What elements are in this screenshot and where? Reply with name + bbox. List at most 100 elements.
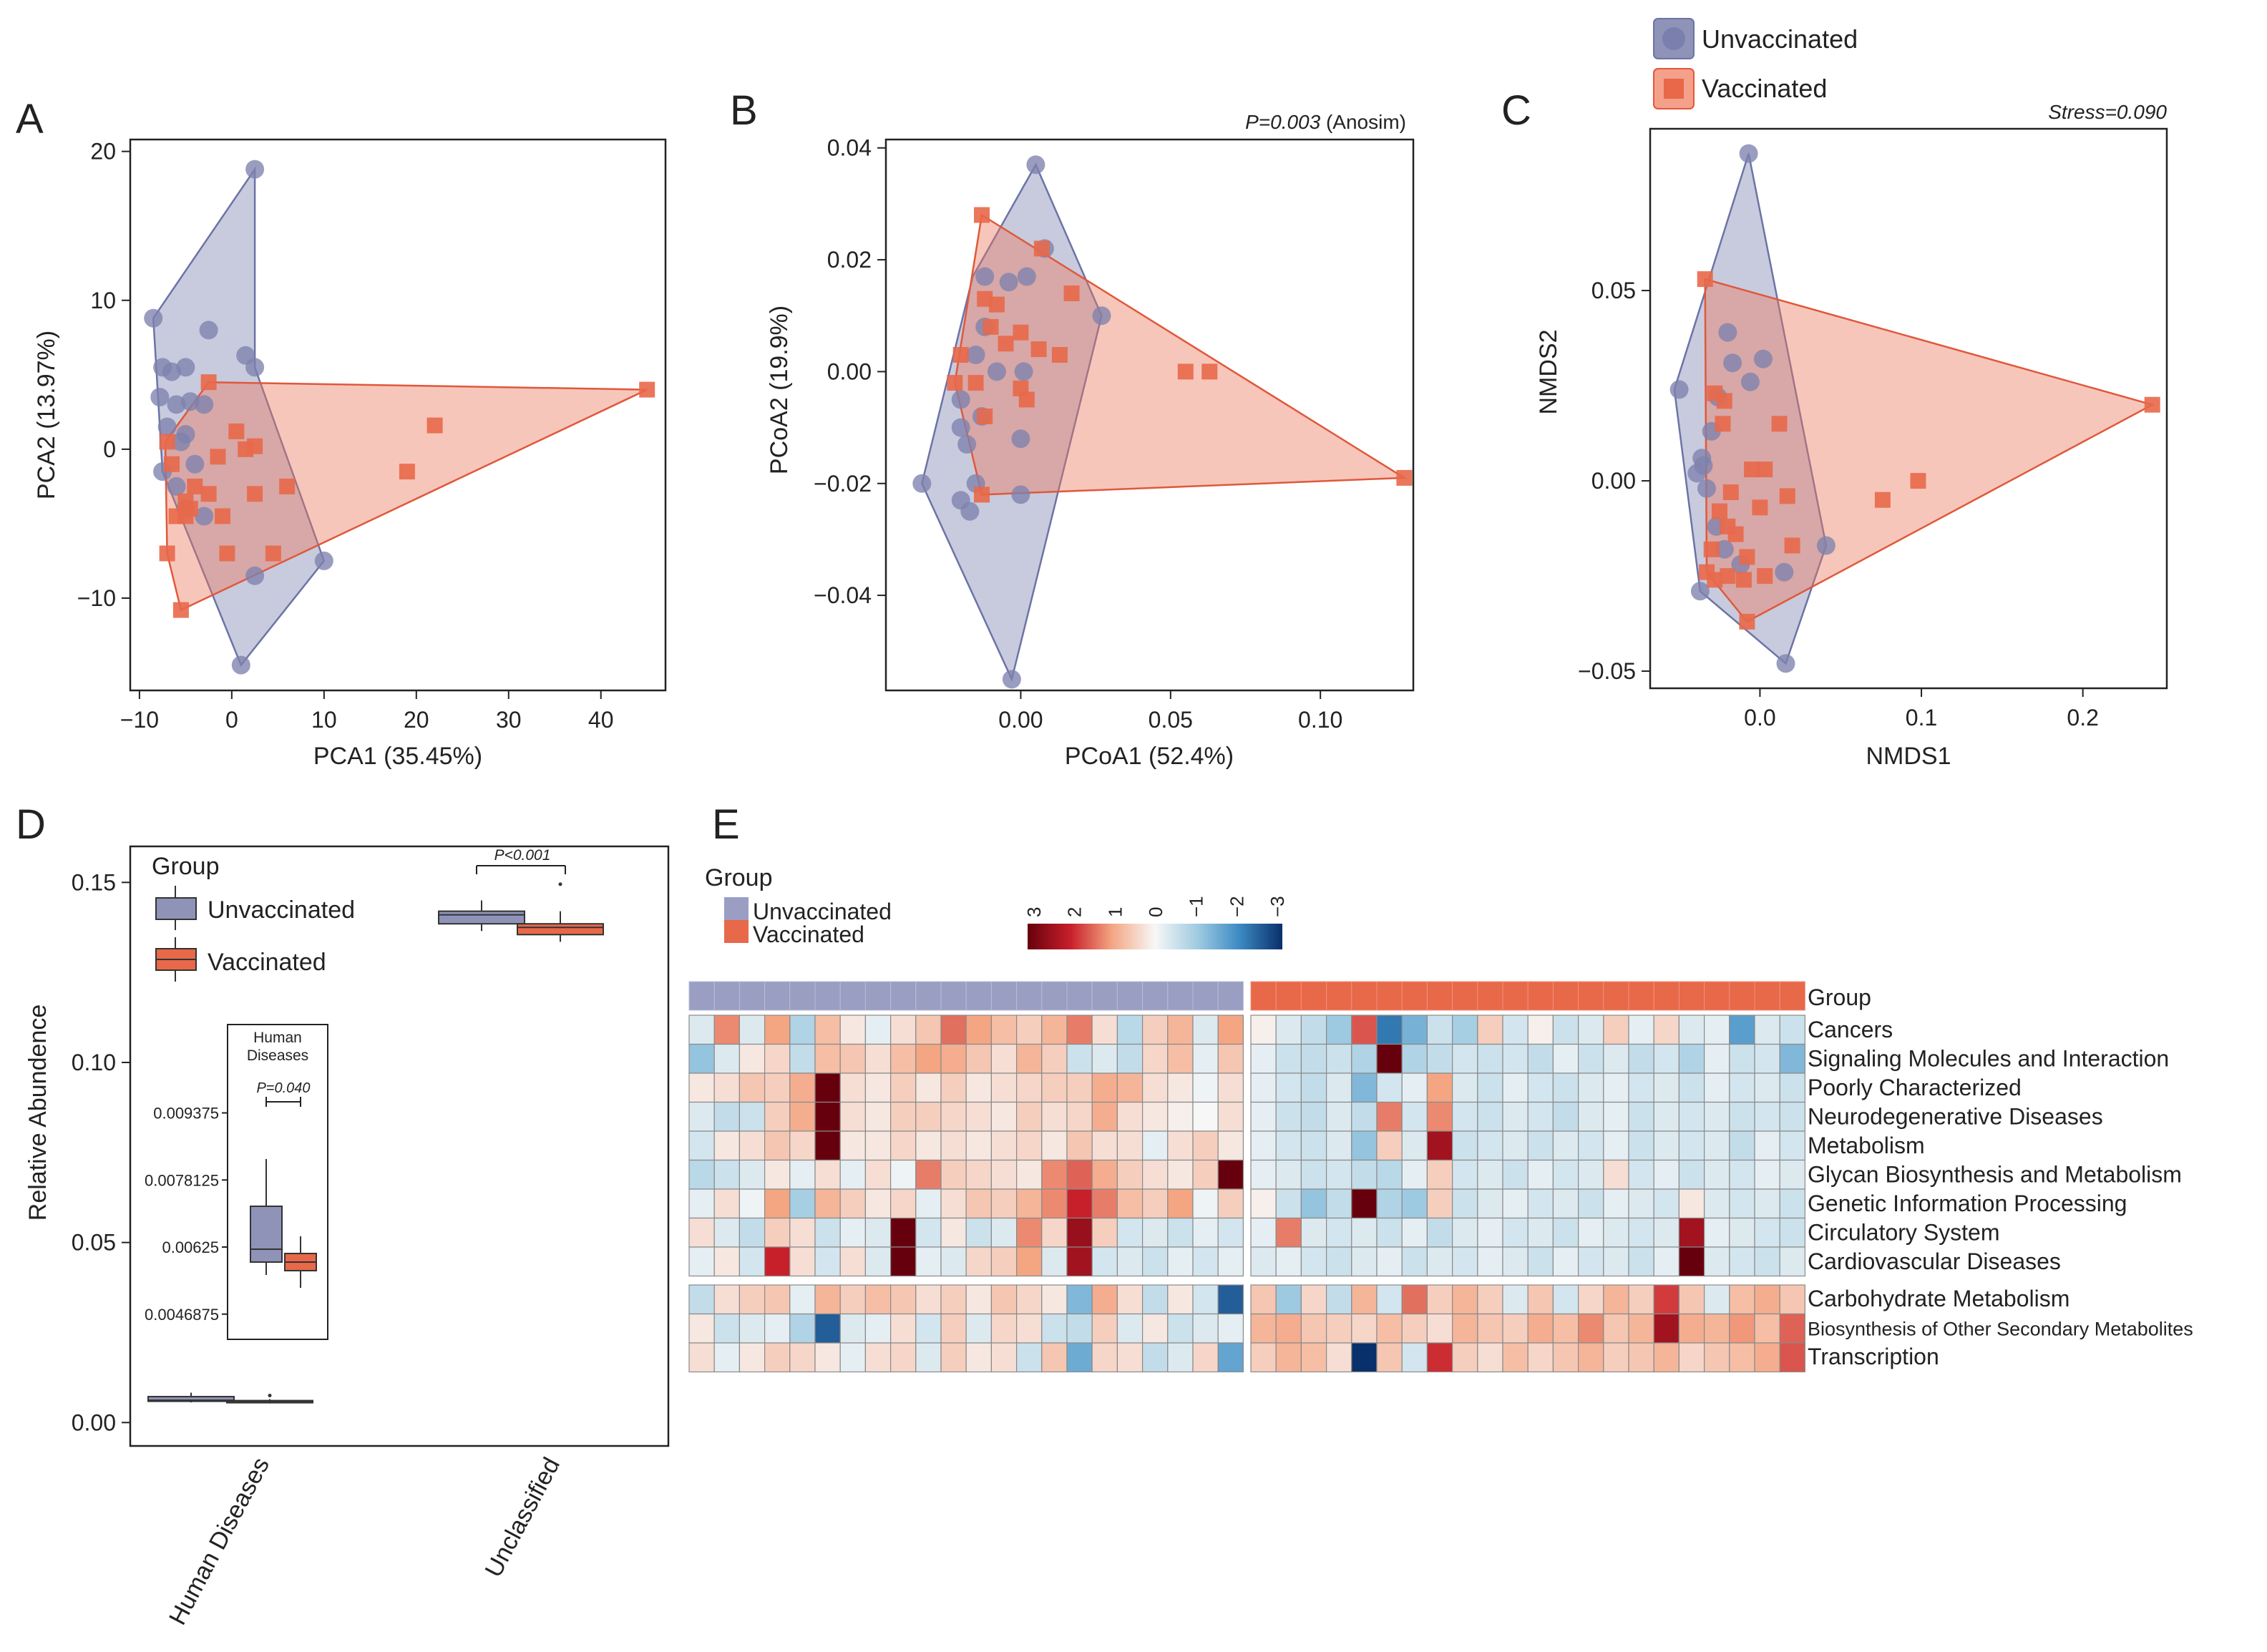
heatmap-cell [1578, 1313, 1604, 1344]
heatmap-cell [1628, 1043, 1654, 1074]
heatmap-cell [713, 1015, 741, 1045]
heatmap-cell [915, 1284, 942, 1315]
point-vaccinated-b [988, 296, 1005, 313]
point-vaccinated-b [977, 290, 993, 307]
x-tick-label-b: 0.00 [998, 707, 1043, 733]
heatmap-cell [915, 1217, 942, 1248]
heatmap-cell [1250, 1284, 1277, 1315]
y-tick-label-d: 0.15 [72, 869, 116, 895]
heatmap-cell [1300, 1130, 1327, 1161]
y-axis-a: −10 0 10 20 [77, 139, 130, 611]
heatmap-cell [1451, 1072, 1478, 1103]
row-label-e: Glycan Biosynthesis and Metabolism [1808, 1162, 2182, 1188]
heatmap-cell [1426, 1246, 1453, 1277]
y-axis-b: −0.04 −0.02 0.00 0.02 0.04 [814, 135, 886, 608]
heatmap-cell [1275, 1246, 1302, 1277]
point-vaccinated-c [1779, 488, 1795, 504]
heatmap-cell [1578, 1130, 1604, 1161]
heatmap-cell [713, 1217, 741, 1248]
point-unvaccinated-a [185, 454, 205, 474]
heatmap-cell [1552, 1101, 1579, 1132]
heatmap-cell [1015, 1015, 1043, 1045]
heatmap-cell [1325, 1101, 1352, 1132]
box-unvaccinated [438, 910, 525, 925]
group-cell-unvaccinated [814, 981, 841, 1011]
heatmap-cell [1653, 1101, 1679, 1132]
heatmap-cell [1325, 1284, 1352, 1315]
heatmap-cell [1192, 1043, 1219, 1074]
heatmap-cell [1502, 1130, 1529, 1161]
heatmap-cell [965, 1015, 992, 1045]
group-cell-unvaccinated [890, 981, 917, 1011]
group-cell-unvaccinated [1217, 981, 1244, 1011]
heatmap-cell [1451, 1342, 1478, 1373]
row-label-e: Signaling Molecules and Interaction [1808, 1046, 2169, 1072]
x-tick-label-b: 0.10 [1298, 707, 1342, 733]
heatmap-cell [1217, 1284, 1244, 1315]
heatmap-cell [1729, 1284, 1755, 1315]
heatmap-cell [1653, 1072, 1679, 1103]
heatmap-cell [764, 1313, 791, 1344]
heatmap-cell [1376, 1342, 1403, 1373]
heatmap-cell [1041, 1188, 1068, 1219]
heatmap-cell [1451, 1246, 1478, 1277]
heatmap-cell [1192, 1342, 1219, 1373]
heatmap-cell [1704, 1101, 1730, 1132]
heatmap-cell [1729, 1015, 1755, 1045]
hulls-b [920, 162, 1408, 683]
heatmap-cell [1502, 1342, 1529, 1373]
heatmap-cell [1578, 1246, 1604, 1277]
heatmap-cell [1527, 1101, 1554, 1132]
heatmap-cell [1192, 1130, 1219, 1161]
heatmap-cell [1066, 1043, 1093, 1074]
point-vaccinated-a [200, 486, 217, 502]
heatmap-cell [1527, 1015, 1554, 1045]
point-unvaccinated-c [1753, 349, 1773, 368]
heatmap-cell [1192, 1246, 1219, 1277]
heatmap-cell [1578, 1159, 1604, 1190]
heatmap-cell [1167, 1101, 1194, 1132]
heatmap-cell [915, 1101, 942, 1132]
heatmap-cell [1578, 1072, 1604, 1103]
heatmap-cell [839, 1015, 866, 1045]
heatmap-cell [864, 1159, 892, 1190]
heatmap-cell [764, 1159, 791, 1190]
heatmap-cell [1351, 1159, 1378, 1190]
point-unvaccinated-b [1011, 485, 1030, 504]
heatmap-cell [1729, 1217, 1755, 1248]
colorbar-ticks-e: 3 2 1 0 −1 −2 −3 [1023, 896, 1288, 917]
heatmap-cell [1477, 1130, 1503, 1161]
heatmap-cell [1779, 1159, 1805, 1190]
point-vaccinated-c [1697, 271, 1713, 288]
inset-y-tick-label-d: 0.009375 [153, 1105, 219, 1123]
heatmap-cell [1250, 1246, 1277, 1277]
group-cell-vaccinated [1250, 981, 1277, 1011]
heatmap-cell [915, 1188, 942, 1219]
x-tick-label-a: 10 [311, 707, 337, 733]
point-vaccinated-b [1030, 341, 1047, 358]
point-vaccinated-a [279, 478, 296, 494]
heatmap-cell [1477, 1246, 1503, 1277]
heatmap-cell [738, 1217, 766, 1248]
point-unvaccinated-c [1690, 582, 1710, 601]
point-unvaccinated-b [960, 502, 980, 521]
heatmap-cell [1325, 1159, 1352, 1190]
point-unvaccinated-c [1776, 654, 1795, 673]
heatmap-cell [1141, 1101, 1169, 1132]
heatmap-cell [1217, 1246, 1244, 1277]
point-vaccinated-c [1699, 564, 1715, 580]
heatmap-cell [1653, 1284, 1679, 1315]
point-unvaccinated-c [1816, 536, 1835, 555]
group-cell-vaccinated [1275, 981, 1302, 1011]
heatmap-cell [940, 1188, 967, 1219]
panel-label-e: E [712, 801, 740, 848]
heatmap-cell [1426, 1342, 1453, 1373]
point-unvaccinated-a [176, 358, 195, 377]
heatmap-cell [1527, 1043, 1554, 1074]
heatmap-cell [814, 1130, 841, 1161]
colorbar-tick-label-e: 1 [1104, 907, 1126, 917]
heatmap-cell [1376, 1284, 1403, 1315]
group-cell-vaccinated [1477, 981, 1503, 1011]
heatmap-cell [738, 1101, 766, 1132]
box-outlier [558, 882, 562, 886]
